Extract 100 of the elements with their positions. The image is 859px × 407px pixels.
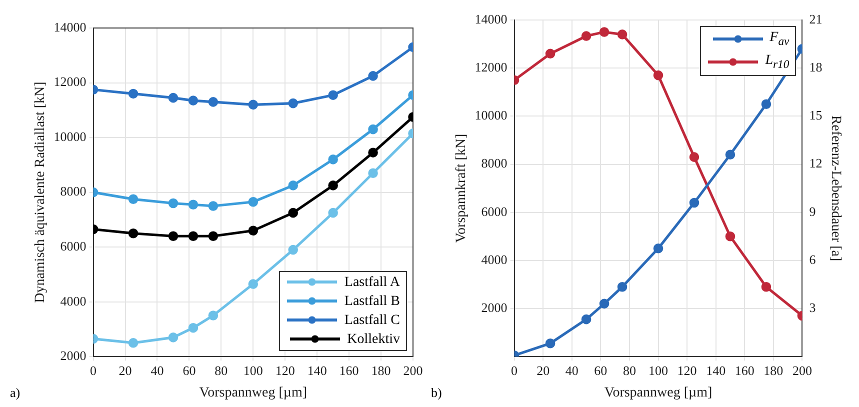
point xyxy=(368,124,378,134)
y-axis-title: Dynamisch äquivalente Radiallast [kN] xyxy=(33,82,48,303)
point xyxy=(168,198,178,208)
x-tick-label: 80 xyxy=(214,362,228,378)
y2-tick-label: 9 xyxy=(809,204,816,219)
y2-tick-label: 12 xyxy=(809,156,822,171)
x-tick-label: 80 xyxy=(622,362,636,378)
point xyxy=(288,244,298,255)
y-tick-label: 12000 xyxy=(54,74,86,90)
point xyxy=(328,90,338,100)
y-tick-label: 4000 xyxy=(481,252,508,267)
point xyxy=(328,154,338,164)
x-tick-label: 120 xyxy=(677,362,697,378)
x-tick-label: 160 xyxy=(734,362,754,378)
point xyxy=(208,310,218,320)
legend-label: Kollektiv xyxy=(347,330,400,349)
point xyxy=(725,150,736,160)
point xyxy=(368,148,378,158)
point xyxy=(368,71,378,81)
y-tick-label: 4000 xyxy=(60,293,86,308)
point xyxy=(689,198,700,208)
point xyxy=(128,338,138,348)
x-tick-label: 60 xyxy=(182,362,196,378)
y-axis-title: Vorspannkraft [kN] xyxy=(454,134,470,243)
point xyxy=(545,48,556,59)
y2-tick-label: 3 xyxy=(809,300,816,315)
point xyxy=(581,31,592,41)
legend-label: F$_{av}$ xyxy=(770,29,790,50)
point xyxy=(617,282,628,292)
x-tick-label: 40 xyxy=(565,362,578,378)
point xyxy=(725,231,736,242)
x-tick-label: 200 xyxy=(792,362,812,378)
x-tick-label: 20 xyxy=(118,362,132,378)
point xyxy=(288,98,298,108)
x-tick-label: 180 xyxy=(764,362,784,378)
y-tick-label: 2000 xyxy=(481,300,508,315)
x-tick-label: 20 xyxy=(536,362,550,378)
text: b) xyxy=(431,385,442,401)
legend-label: Lastfall C xyxy=(344,312,400,330)
y-tick-label: 10000 xyxy=(474,108,508,123)
y-tick-label: 6000 xyxy=(60,238,86,254)
point xyxy=(248,279,258,289)
x-tick-label: 200 xyxy=(403,362,423,378)
x-tick-label: 140 xyxy=(307,362,327,378)
point xyxy=(128,194,138,204)
point xyxy=(545,338,556,348)
point xyxy=(288,208,298,218)
point xyxy=(248,196,258,207)
point xyxy=(168,332,178,342)
point xyxy=(188,322,198,333)
point xyxy=(653,244,664,254)
point xyxy=(188,200,198,210)
x-tick-label: 60 xyxy=(594,362,608,378)
y2-tick-label: 15 xyxy=(809,108,822,123)
point xyxy=(248,100,258,110)
y-tick-label: 14000 xyxy=(54,19,86,34)
point xyxy=(128,88,138,99)
point xyxy=(288,180,298,190)
y-tick-label: 8000 xyxy=(60,184,86,199)
point xyxy=(188,96,198,106)
x-tick-label: 160 xyxy=(339,362,359,378)
point xyxy=(368,168,378,178)
x-tick-label: 100 xyxy=(243,362,263,378)
point xyxy=(188,231,198,242)
point xyxy=(689,152,700,162)
x-tick-label: 120 xyxy=(275,362,295,378)
point xyxy=(208,201,218,211)
x-tick-label: 40 xyxy=(150,362,164,378)
point xyxy=(761,99,772,110)
x-tick-label: 180 xyxy=(371,362,391,378)
y2-tick-label: 6 xyxy=(809,252,816,267)
point xyxy=(599,27,610,37)
legend-label: Lastfall A xyxy=(344,274,400,292)
legend-label: L$_{r10}$ xyxy=(765,52,790,73)
point xyxy=(761,282,772,292)
point xyxy=(653,70,664,80)
x-axis-title: Vorspannweg [µm] xyxy=(604,385,712,400)
x-tick-label: 140 xyxy=(706,362,726,378)
y-tick-label: 12000 xyxy=(474,60,508,75)
point xyxy=(599,298,610,309)
y-tick-label: 14000 xyxy=(474,11,508,26)
x-tick-label: 0 xyxy=(511,362,518,378)
point xyxy=(328,180,338,190)
y2-axis-title: Referenz-Lebensdauer [a] xyxy=(828,115,843,262)
point xyxy=(168,92,178,103)
point xyxy=(248,226,258,236)
y-tick-label: 10000 xyxy=(54,128,86,144)
y2-tick-label: 21 xyxy=(809,11,822,26)
legend-label: Lastfall B xyxy=(344,292,400,311)
y-tick-label: 8000 xyxy=(481,156,508,171)
x-axis-title: Vorspannweg [µm] xyxy=(199,385,308,400)
point xyxy=(208,97,218,107)
point xyxy=(208,231,218,242)
y-tick-label: 6000 xyxy=(481,204,508,219)
point xyxy=(168,231,178,242)
y2-tick-label: 18 xyxy=(809,60,822,75)
point xyxy=(128,228,138,238)
x-tick-label: 100 xyxy=(648,362,668,378)
point xyxy=(328,208,338,218)
y-tick-label: 2000 xyxy=(60,348,86,364)
